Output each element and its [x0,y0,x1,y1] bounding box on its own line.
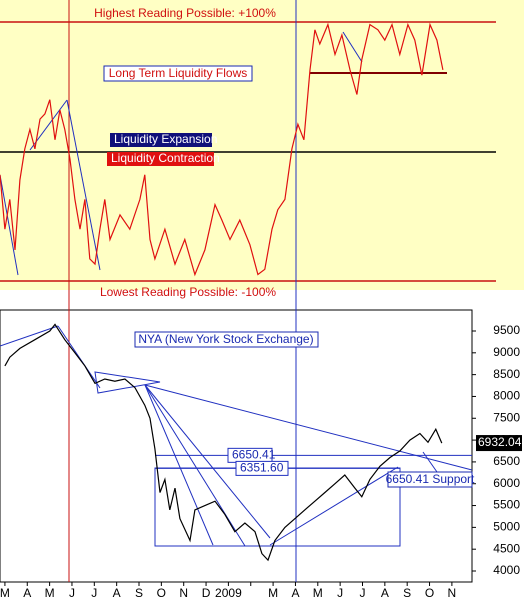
last-value-box [476,435,522,452]
x-tick-label: J [359,586,365,600]
x-tick-label: A [23,586,31,600]
trendline [342,31,363,63]
data-line [0,22,444,277]
x-tick-label: M [268,586,278,600]
annotation: Highest Reading Possible: +100% [94,6,276,20]
x-tick-label: O [425,586,434,600]
annotation: Long Term Liquidity Flows [109,66,248,80]
x-tick-label: A [381,586,389,600]
y-tick-label: 5500 [493,498,520,512]
x-tick-label: S [135,586,143,600]
panel-frame [0,309,473,583]
annotation: Liquidity Expansion [114,132,217,146]
x-tick-label: M [313,586,323,600]
panel-background [0,310,472,580]
trendline [0,174,19,276]
trendline [269,466,399,546]
trendline [144,384,271,539]
trendline [57,325,101,389]
x-tick-label: A [113,586,121,600]
y-tick-label: 9000 [493,345,520,359]
y-tick-label: 9500 [493,323,520,337]
x-tick-label: 2009 [215,586,242,600]
y-tick-label: 6000 [493,476,520,490]
annotation: Lowest Reading Possible: -100% [100,285,276,299]
annotation-box [134,331,319,348]
x-tick-label: M [45,586,55,600]
annotation: 6650.41 Support [386,472,475,486]
x-tick-label: D [202,586,211,600]
y-tick-label: 7500 [493,410,520,424]
y-tick-label: 5000 [493,520,520,534]
trendline [144,384,214,546]
annotation-box [387,471,473,488]
trendlines [0,31,473,547]
trendline [66,99,101,271]
x-tick-label: O [157,586,166,600]
x-tick-label: A [291,586,299,600]
level-label: 6351.60 [240,461,284,475]
annotation-box [107,152,214,166]
data-line [4,323,443,562]
annotation-box [103,65,253,82]
y-tick-label: 8000 [493,389,520,403]
x-tick-label: N [448,586,457,600]
trendline [144,384,246,547]
panel-background [0,0,524,290]
y-tick-label: 8500 [493,367,520,381]
x-tick-label: J [69,586,75,600]
y-tick-label: 4000 [493,563,520,577]
backgrounds [0,0,524,583]
trendline [0,325,59,347]
annotation: NYA (New York Stock Exchange) [138,332,313,346]
level-label: 6650.41 [232,448,276,462]
x-tick-label: S [403,586,411,600]
annotation: Liquidity Contraction [111,151,220,165]
x-tick-label: J [91,586,97,600]
x-tick-label: N [179,586,188,600]
level-label-box [235,460,289,476]
y-tick-label: 4500 [493,541,520,555]
x-tick-label: J [337,586,343,600]
plots: 6650.416351.6040004500500055006000650070… [0,22,522,600]
y-tick-label: 6500 [493,454,520,468]
last-value-label: 6932.04 [478,435,522,449]
annotation-box [110,133,212,147]
x-tick-label: M [0,586,10,600]
